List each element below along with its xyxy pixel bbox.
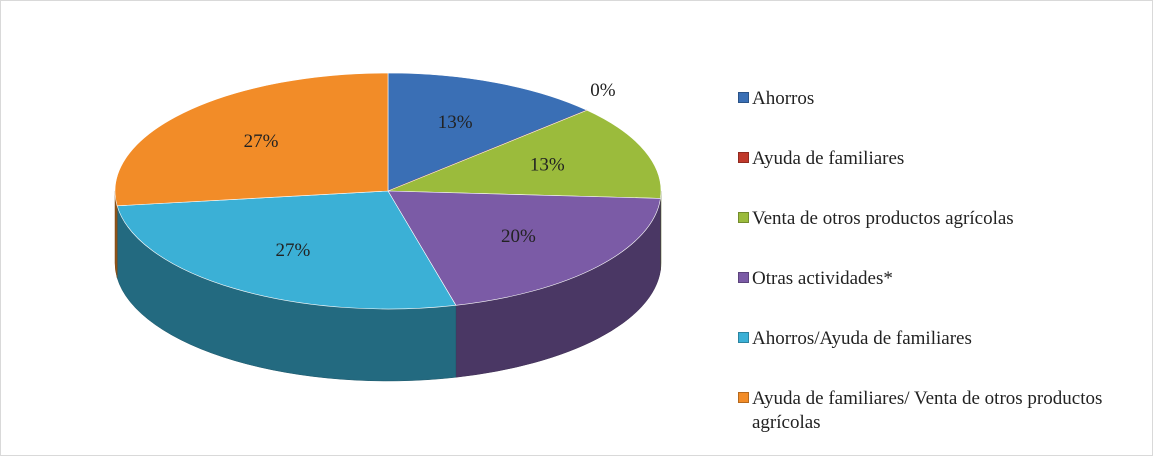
legend-label: Ayuda de familiares <box>752 148 905 169</box>
legend-swatch <box>738 332 749 343</box>
slice <box>114 72 389 207</box>
legend-item: Ayuda de familiares <box>738 147 1138 207</box>
legend-swatch <box>738 392 749 403</box>
legend-swatch <box>738 92 749 103</box>
legend-label: Otras actividades* <box>752 268 893 289</box>
legend-label: Ahorros/Ayuda de familiares <box>752 328 972 349</box>
legend-label: Venta de otros productos agrícolas <box>752 208 1014 229</box>
data-label: 0% <box>590 80 616 101</box>
legend: Ahorros Ayuda de familiares Venta de otros… <box>738 87 1138 447</box>
legend-item: Ahorros/Ayuda de familiares <box>738 327 1138 387</box>
legend-swatch <box>738 272 749 283</box>
data-label: 13% <box>530 155 565 176</box>
legend-item: Ahorros <box>738 87 1138 147</box>
legend-label: Ahorros <box>752 88 815 109</box>
data-label: 20% <box>501 226 536 247</box>
data-label: 27% <box>244 131 279 152</box>
slice <box>116 190 457 310</box>
legend-swatch <box>738 152 749 163</box>
legend-item: Otras actividades* <box>738 267 1138 327</box>
data-label: 27% <box>275 240 310 261</box>
slice <box>387 109 662 199</box>
data-label: 13% <box>438 112 473 133</box>
legend-item: Ayuda de familiares/ Venta de otros prod… <box>738 387 1138 447</box>
legend-item: Venta de otros productos agrícolas <box>738 207 1138 267</box>
slice <box>387 72 588 192</box>
legend-swatch <box>738 212 749 223</box>
slice <box>387 190 661 306</box>
legend-label: Ayuda de familiares/ Venta de otros prod… <box>752 388 1103 433</box>
